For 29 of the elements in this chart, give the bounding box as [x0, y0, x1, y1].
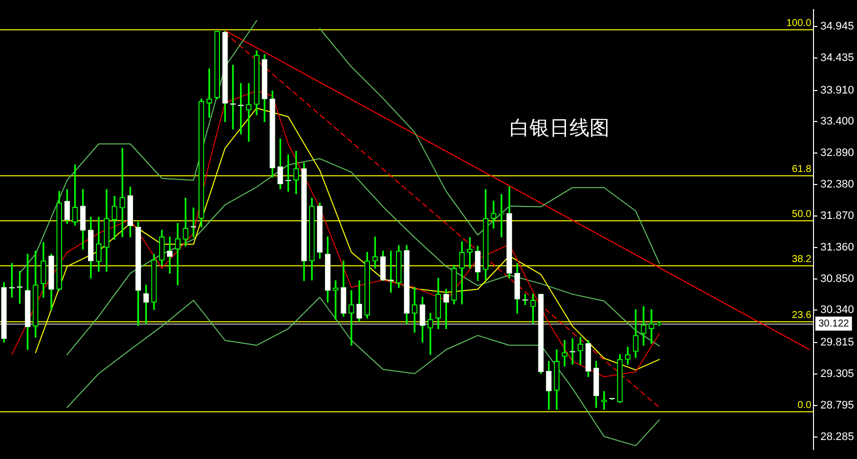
y-tick-label: 34.945: [820, 20, 854, 33]
candlestick: [648, 309, 654, 344]
y-tick-label: 32.890: [820, 147, 854, 160]
y-tick-label: 30.340: [820, 304, 854, 316]
annotation: 100.0: [786, 18, 812, 30]
y-tick-label: 28.795: [820, 399, 854, 412]
candlestick: [490, 200, 496, 229]
y-tick-label: 31.870: [820, 210, 854, 222]
annotation: 23.6: [792, 310, 812, 322]
y-tick-label: 29.815: [820, 336, 854, 349]
y-tick-label: 34.435: [820, 52, 854, 64]
annotation: 50.0: [792, 209, 812, 220]
y-tick-label: 28.285: [820, 430, 854, 443]
ref-line-label: 30.122: [818, 318, 850, 330]
annotation: 61.8: [792, 164, 812, 176]
y-tick-label: 33.400: [820, 116, 854, 128]
y-tick-label: 29.305: [820, 368, 854, 380]
text: 白银日线图: [510, 115, 610, 140]
annotation: 38.2: [792, 254, 812, 265]
candlestick: [530, 294, 536, 324]
y-tick-label: 30.850: [820, 272, 854, 285]
y-tick-label: 31.360: [820, 241, 854, 254]
candlestick: [72, 164, 78, 226]
candlestick: [640, 306, 646, 346]
annotation: 0.0: [797, 400, 812, 411]
y-tick-label: 33.910: [820, 84, 854, 96]
candlestick: [182, 198, 188, 246]
y-tick-label: 32.380: [820, 178, 854, 191]
candlestick: [412, 287, 418, 333]
